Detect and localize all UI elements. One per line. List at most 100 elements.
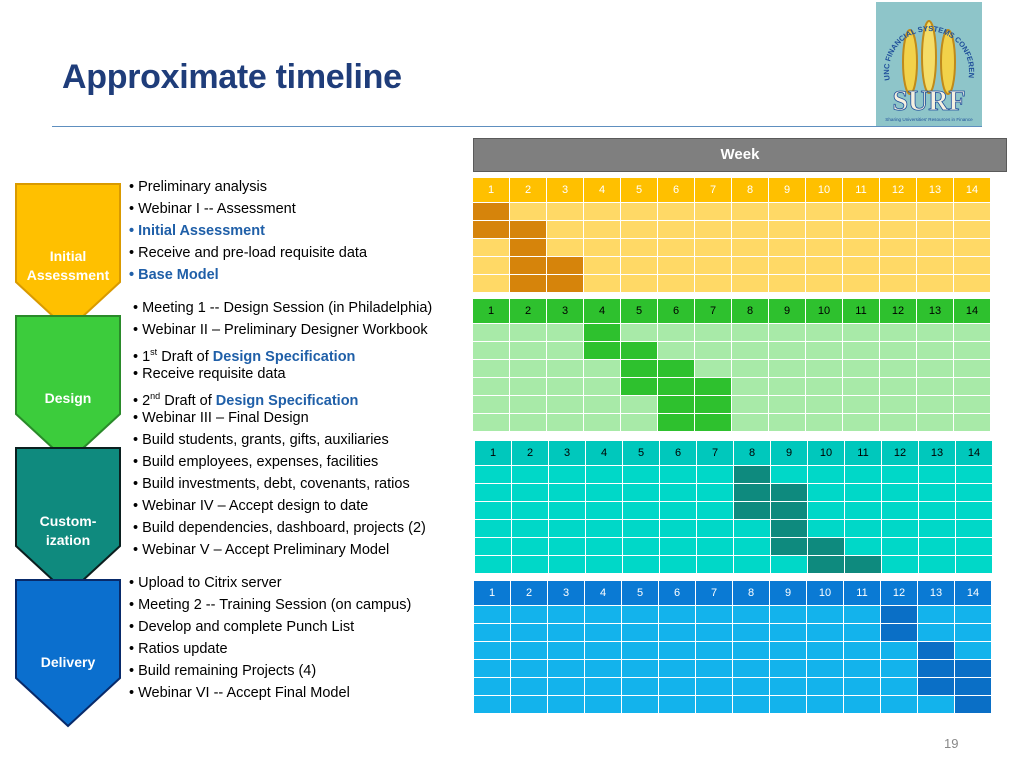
gantt-empty-cell (770, 465, 808, 484)
gantt-empty-cell (620, 323, 658, 342)
week-number-cell: 1 (473, 580, 511, 606)
delivery-bullets: • Upload to Citrix server • Meeting 2 --… (129, 572, 411, 704)
gantt-empty-cell (621, 695, 659, 714)
design-gantt: 1 2 3 4 5 6 7 8 9 10 11 12 13 14 (472, 298, 991, 432)
gantt-empty-cell (585, 465, 623, 484)
week-number-cell: 12 (879, 177, 917, 203)
week-number-cell: 9 (768, 298, 806, 324)
bullet-item: • Webinar III – Final Design (133, 407, 432, 429)
design-specification-link: Design Specification (215, 392, 359, 409)
bullet-text: • Build dependencies, dashboard, project… (133, 520, 426, 536)
gantt-empty-cell (731, 359, 769, 378)
gantt-empty-cell (843, 605, 881, 624)
gantt-empty-cell (918, 519, 956, 538)
gantt-bar-cell (770, 519, 808, 538)
gantt-bar-cell (844, 555, 882, 574)
gantt-row (473, 605, 992, 624)
gantt-empty-cell (806, 623, 844, 642)
gantt-bar-cell (583, 341, 621, 360)
gantt-empty-cell (918, 501, 956, 520)
gantt-row (472, 359, 991, 378)
gantt-empty-cell (695, 695, 733, 714)
gantt-empty-cell (696, 555, 734, 574)
gantt-empty-cell (696, 465, 734, 484)
gantt-empty-cell (733, 519, 771, 538)
gantt-bar-cell (733, 483, 771, 502)
gantt-empty-cell (842, 377, 880, 396)
gantt-empty-cell (583, 238, 621, 257)
gantt-empty-cell (879, 395, 917, 414)
gantt-empty-cell (731, 341, 769, 360)
gantt-empty-cell (880, 641, 918, 660)
bullet-text: • Build remaining Projects (4) (129, 663, 317, 679)
week-number-cell: 9 (768, 177, 806, 203)
surf-logo: UNC FINANCIAL SYSTEMS CONFERENCE SURF Sh… (876, 2, 982, 126)
gantt-empty-cell (658, 677, 696, 696)
gantt-empty-cell (694, 341, 732, 360)
gantt-bar-cell (880, 623, 918, 642)
gantt-empty-cell (805, 274, 843, 293)
gantt-bar-cell (509, 220, 547, 239)
gantt-empty-cell (584, 695, 622, 714)
bullet-item: • Ratios update (129, 638, 411, 660)
week-number-cell: 2 (509, 298, 547, 324)
gantt-row (472, 274, 991, 293)
gantt-empty-cell (548, 537, 586, 556)
gantt-row (473, 677, 992, 696)
gantt-empty-cell (657, 274, 695, 293)
bullet-item: • Webinar I -- Assessment (129, 198, 367, 220)
bullet-text: • Meeting 2 -- Training Session (on camp… (129, 597, 412, 613)
week-number-cell: 1 (472, 298, 510, 324)
gantt-bar-cell (917, 641, 955, 660)
bullet-item: • Build investments, debt, covenants, ra… (133, 473, 426, 495)
week-number-cell: 11 (842, 298, 880, 324)
gantt-empty-cell (622, 537, 660, 556)
gantt-empty-cell (916, 220, 954, 239)
gantt-empty-cell (842, 256, 880, 275)
bullet-text: • Ratios update (129, 641, 228, 657)
gantt-empty-cell (955, 483, 993, 502)
gantt-empty-cell (622, 465, 660, 484)
gantt-empty-cell (547, 605, 585, 624)
gantt-empty-cell (768, 238, 806, 257)
gantt-empty-cell (695, 677, 733, 696)
gantt-empty-cell (954, 605, 992, 624)
gantt-empty-cell (842, 202, 880, 221)
gantt-empty-cell (620, 274, 658, 293)
gantt-empty-cell (805, 395, 843, 414)
week-number-cell: 9 (770, 440, 808, 466)
bullet-text: • Webinar V – Accept Preliminary Model (133, 542, 390, 558)
gantt-bar-cell (509, 274, 547, 293)
gantt-empty-cell (768, 413, 806, 432)
gantt-empty-cell (770, 555, 808, 574)
gantt-empty-cell (622, 483, 660, 502)
gantt-empty-cell (768, 341, 806, 360)
gantt-empty-cell (694, 274, 732, 293)
gantt-empty-cell (844, 537, 882, 556)
gantt-bar-cell (954, 659, 992, 678)
gantt-empty-cell (731, 274, 769, 293)
gantt-empty-cell (546, 202, 584, 221)
gantt-empty-cell (768, 377, 806, 396)
gantt-empty-cell (511, 465, 549, 484)
gantt-empty-cell (509, 413, 547, 432)
gantt-empty-cell (584, 641, 622, 660)
gantt-empty-cell (658, 659, 696, 678)
gantt-empty-cell (953, 323, 991, 342)
gantt-bar-cell (694, 377, 732, 396)
gantt-bar-cell (620, 341, 658, 360)
gantt-empty-cell (694, 220, 732, 239)
gantt-empty-cell (472, 341, 510, 360)
week-number-cell: 5 (622, 440, 660, 466)
gantt-empty-cell (657, 341, 695, 360)
bullet-item: • Webinar IV – Accept design to date (133, 495, 426, 517)
gantt-empty-cell (805, 202, 843, 221)
gantt-empty-cell (658, 605, 696, 624)
gantt-bar-cell (694, 395, 732, 414)
gantt-row (472, 323, 991, 342)
bullet-item: • Base Model (129, 264, 367, 286)
gantt-empty-cell (769, 623, 807, 642)
bullet-item: • Build students, grants, gifts, auxilia… (133, 429, 426, 451)
gantt-empty-cell (881, 501, 919, 520)
gantt-empty-cell (694, 359, 732, 378)
